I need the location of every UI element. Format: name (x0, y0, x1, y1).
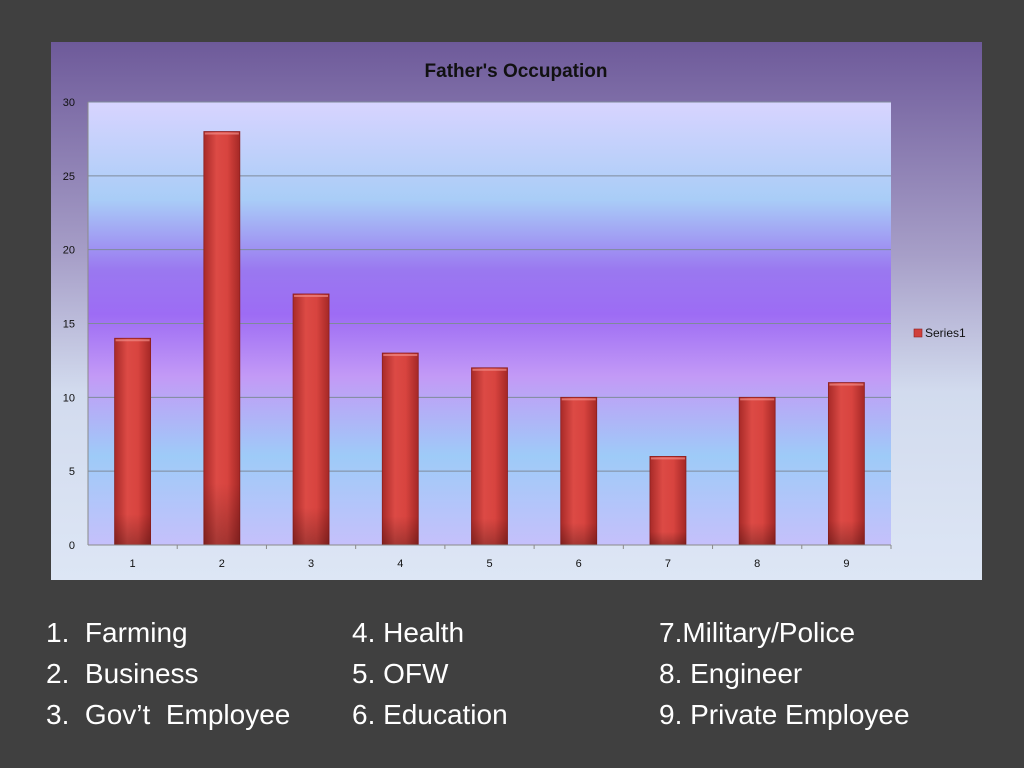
legend-item-1: 1. Farming (46, 612, 290, 653)
legend-item-label: Farming (84, 617, 188, 648)
bar-shade (293, 293, 330, 545)
bar-highlight (472, 368, 507, 371)
legend-item-number: 2. (46, 658, 70, 689)
x-tick-label: 3 (308, 558, 314, 570)
y-tick-label: 20 (63, 245, 75, 257)
x-tick-label: 9 (843, 558, 849, 570)
legend-column-3: 7.Military/Police 8. Engineer 9. Private… (659, 612, 910, 735)
x-tick-label: 8 (754, 558, 760, 570)
y-tick-label: 0 (69, 540, 75, 552)
chart-title: Father's Occupation (425, 61, 608, 82)
bar-highlight (204, 132, 239, 135)
bar-shade (114, 338, 151, 545)
bar-highlight (561, 398, 596, 401)
legend-item-number: 3. (46, 699, 70, 730)
legend-item-label: Gov’t Employee (84, 699, 291, 730)
bar-highlight (829, 383, 864, 386)
x-tick-label: 5 (486, 558, 492, 570)
legend-item-7: 7.Military/Police (659, 617, 856, 648)
legend-item-number: 1. (46, 617, 70, 648)
y-tick-label: 15 (63, 319, 75, 331)
legend-item-8: 8. Engineer (659, 658, 803, 689)
x-tick-label: 1 (130, 558, 136, 570)
y-tick-label: 30 (63, 97, 75, 109)
legend-item-label: Business (84, 658, 199, 689)
bar-highlight (294, 294, 329, 297)
legend-item-3: 3. Gov’t Employee (46, 694, 290, 735)
legend-swatch (913, 328, 923, 338)
x-tick-label: 6 (576, 558, 582, 570)
legend-label: Series1 (925, 326, 966, 340)
y-tick-label: 10 (63, 392, 75, 404)
bar-highlight (740, 398, 775, 401)
x-tick-label: 4 (397, 558, 403, 570)
bar-highlight (115, 339, 150, 342)
legend-column-2: 4. Health 5. OFW 6. Education (352, 612, 508, 735)
bar-shade (739, 397, 776, 545)
bar-shade (560, 397, 597, 545)
bar-shade (382, 353, 419, 545)
x-tick-label: 2 (219, 558, 225, 570)
y-tick-label: 5 (69, 466, 75, 478)
y-tick-label: 25 (63, 171, 75, 183)
legend-item-4: 4. Health (352, 617, 465, 648)
legend-item-6: 6. Education (352, 699, 508, 730)
bar-shade (828, 382, 865, 545)
legend-item-9: 9. Private Employee (659, 699, 910, 730)
legend-item-5: 5. OFW (352, 658, 449, 689)
bar-shade (203, 131, 240, 545)
bar-shade (649, 456, 686, 545)
bar-shade (471, 367, 508, 545)
x-tick-label: 7 (665, 558, 671, 570)
legend-item-2: 2. Business (46, 653, 290, 694)
chart-area: Father's Occupation 0 5 10 15 20 25 30 1 2 3 4 5 6 7 8… (51, 42, 982, 580)
legend-column-1: 1. Farming 2. Business 3. Gov’t Employee (46, 612, 290, 735)
bar-highlight (383, 354, 418, 357)
bar-chart: Father's Occupation 0 5 10 15 20 25 30 1 2 3 4 5 6 7 8… (63, 61, 966, 570)
bar-highlight (650, 457, 685, 460)
